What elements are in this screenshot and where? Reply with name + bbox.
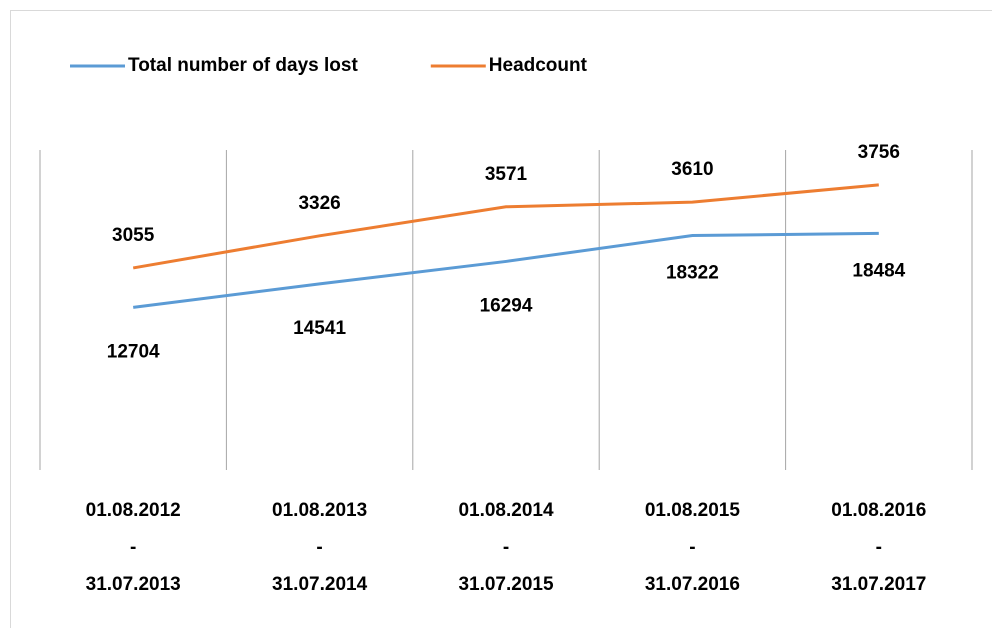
x-tick-label: 01.08.2014 [458,500,554,521]
data-label: 3055 [112,225,155,246]
x-tick-label: 01.08.2013 [272,500,367,521]
data-label: 12704 [107,341,160,362]
x-tick-label: 31.07.2013 [86,574,181,595]
x-tick-label: 31.07.2014 [272,574,368,595]
legend-label: Total number of days lost [128,55,358,76]
x-tick-label: 01.08.2012 [86,500,181,521]
x-tick-label: - [316,537,322,558]
data-label: 3756 [858,142,900,163]
x-tick-label: 31.07.2015 [458,574,554,595]
x-tick-label: 31.07.2016 [645,574,740,595]
x-tick-label: 01.08.2016 [831,500,926,521]
data-label: 3610 [671,159,713,180]
x-tick-label: 31.07.2017 [831,574,926,595]
data-label: 18322 [666,262,719,283]
series-line [132,183,879,270]
data-label: 18484 [852,260,905,281]
x-tick-label: 01.08.2015 [645,500,741,521]
data-label: 3326 [298,193,340,214]
data-label: 16294 [480,295,533,316]
chart-frame [10,10,992,628]
legend-label: Headcount [489,55,588,76]
series-line [133,231,879,309]
x-tick-label: - [689,537,695,558]
x-tick-label: - [130,537,136,558]
x-tick-label: - [503,537,509,558]
x-tick-label: - [876,537,882,558]
data-label: 3571 [485,164,528,185]
data-label: 14541 [293,318,346,339]
